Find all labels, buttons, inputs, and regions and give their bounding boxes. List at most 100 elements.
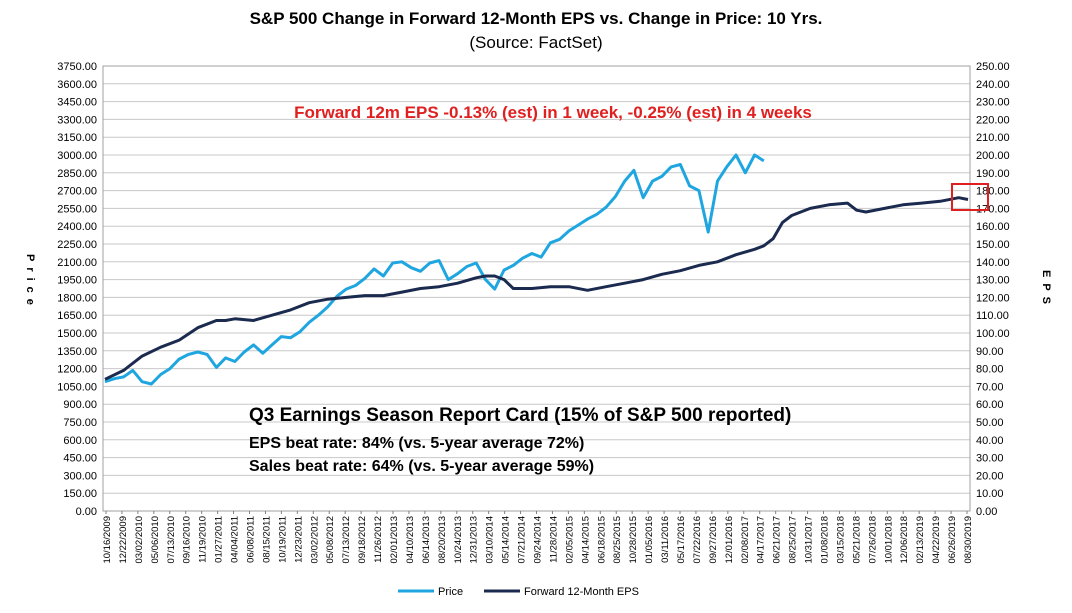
right-tick-label: 230.00 <box>976 97 1010 109</box>
right-tick-label: 80.00 <box>976 364 1004 376</box>
x-tick-label: 12/23/2011 <box>293 516 304 563</box>
left-tick-label: 300.00 <box>63 470 97 482</box>
right-tick-label: 70.00 <box>976 381 1004 393</box>
x-tick-label: 08/30/2019 <box>963 516 974 564</box>
x-tick-label: 07/13/2010 <box>166 516 177 564</box>
x-tick-label: 07/13/2012 <box>341 516 352 564</box>
right-tick-label: 160.00 <box>976 221 1010 233</box>
legend: Price Forward 12-Month EPS <box>398 586 639 598</box>
right-tick-label: 170.00 <box>976 203 1010 215</box>
x-tick-label: 08/15/2011 <box>261 516 272 563</box>
right-tick-label: 120.00 <box>976 292 1010 304</box>
right-tick-label: 60.00 <box>976 399 1004 411</box>
x-tick-label: 03/11/2016 <box>660 516 671 563</box>
right-tick-label: 200.00 <box>976 150 1010 162</box>
x-tick-label: 04/17/2017 <box>756 516 767 564</box>
x-tick-label: 06/21/2017 <box>772 516 783 564</box>
x-tick-label: 01/27/2011 <box>214 516 225 563</box>
legend-price-label: Price <box>438 586 463 598</box>
x-tick-label: 04/14/2015 <box>580 516 591 564</box>
x-tick-label: 10/16/2009 <box>102 516 113 564</box>
right-tick-label: 140.00 <box>976 257 1010 269</box>
x-tick-label: 01/08/2018 <box>820 516 831 564</box>
chart-subtitle: (Source: FactSet) <box>469 33 602 52</box>
x-tick-label: 02/13/2019 <box>915 516 926 564</box>
left-tick-label: 1650.00 <box>57 310 97 322</box>
right-tick-label: 190.00 <box>976 168 1010 180</box>
left-tick-label: 0.00 <box>76 506 97 518</box>
left-tick-label: 1800.00 <box>57 292 97 304</box>
x-tick-label: 06/18/2015 <box>596 516 607 564</box>
x-tick-label: 09/18/2012 <box>357 516 368 564</box>
x-tick-label: 04/04/2011 <box>230 516 241 563</box>
left-tick-label: 3150.00 <box>57 132 97 144</box>
x-tick-label: 10/01/2018 <box>883 516 894 564</box>
x-tick-label: 04/22/2019 <box>931 516 942 564</box>
left-tick-label: 150.00 <box>63 488 97 500</box>
left-tick-label: 1200.00 <box>57 364 97 376</box>
x-tick-label: 07/21/2014 <box>517 516 528 564</box>
x-axis-ticks: 10/16/2009 12/22/2009 03/02/2010 05/06/2010… <box>102 511 974 564</box>
right-tick-label: 90.00 <box>976 346 1004 358</box>
x-tick-label: 09/27/2016 <box>708 516 719 564</box>
x-tick-label: 10/28/2015 <box>628 516 639 564</box>
x-tick-label: 03/10/2014 <box>485 516 496 564</box>
x-tick-label: 12/01/2016 <box>724 516 735 564</box>
x-tick-label: 02/08/2017 <box>740 516 751 564</box>
left-tick-label: 1350.00 <box>57 346 97 358</box>
left-tick-label: 450.00 <box>63 453 97 465</box>
eps-annotation: Forward 12m EPS -0.13% (est) in 1 week, … <box>294 103 812 122</box>
x-tick-label: 11/19/2010 <box>198 516 209 563</box>
x-tick-label: 05/21/2018 <box>851 516 862 564</box>
eps-series-line <box>104 196 969 381</box>
x-tick-label: 05/17/2016 <box>676 516 687 564</box>
x-tick-label: 06/08/2011 <box>246 516 257 563</box>
right-tick-label: 220.00 <box>976 114 1010 126</box>
right-tick-label: 130.00 <box>976 275 1010 287</box>
x-tick-label: 06/14/2013 <box>421 516 432 564</box>
x-tick-label: 04/10/2013 <box>405 516 416 564</box>
left-tick-label: 3300.00 <box>57 114 97 126</box>
left-tick-label: 2100.00 <box>57 257 97 269</box>
x-tick-label: 11/28/2014 <box>548 516 559 563</box>
x-tick-label: 01/05/2016 <box>644 516 655 564</box>
x-tick-label: 05/06/2010 <box>150 516 161 564</box>
left-axis-ticks: 3750.00 3600.00 3450.00 3300.00 3150.00 3000.… <box>57 61 97 518</box>
right-tick-label: 100.00 <box>976 328 1010 340</box>
x-tick-label: 12/06/2018 <box>899 516 910 564</box>
left-tick-label: 1950.00 <box>57 275 97 287</box>
x-tick-label: 09/16/2010 <box>182 516 193 564</box>
series-layer <box>104 153 969 386</box>
price-series-line <box>104 153 765 386</box>
x-tick-label: 03/02/2010 <box>134 516 145 564</box>
x-tick-label: 10/19/2011 <box>277 516 288 563</box>
x-tick-label: 10/24/2013 <box>453 516 464 564</box>
report-card-sales: Sales beat rate: 64% (vs. 5-year average… <box>249 458 594 475</box>
right-tick-label: 240.00 <box>976 79 1010 91</box>
grid <box>102 65 971 512</box>
right-tick-label: 10.00 <box>976 488 1004 500</box>
left-tick-label: 1500.00 <box>57 328 97 340</box>
left-tick-label: 3000.00 <box>57 150 97 162</box>
left-tick-label: 2550.00 <box>57 203 97 215</box>
left-tick-label: 2400.00 <box>57 221 97 233</box>
right-tick-label: 50.00 <box>976 417 1004 429</box>
x-tick-label: 10/31/2017 <box>804 516 815 564</box>
x-tick-label: 08/20/2013 <box>437 516 448 564</box>
right-tick-label: 0.00 <box>976 506 997 518</box>
left-tick-label: 900.00 <box>63 399 97 411</box>
eps-highlight-box <box>951 183 989 211</box>
report-card-title: Q3 Earnings Season Report Card (15% of S… <box>249 405 791 426</box>
report-card-eps: EPS beat rate: 84% (vs. 5-year average 7… <box>249 435 584 452</box>
x-tick-label: 02/01/2013 <box>389 516 400 564</box>
left-tick-label: 600.00 <box>63 435 97 447</box>
x-tick-label: 02/05/2015 <box>564 516 575 564</box>
x-tick-label: 08/25/2015 <box>612 516 623 564</box>
right-tick-label: 180.00 <box>976 186 1010 198</box>
right-tick-label: 250.00 <box>976 61 1010 73</box>
right-axis-ticks: 250.00 240.00 230.00 220.00 210.00 200.00 190.… <box>976 61 1010 518</box>
left-tick-label: 2250.00 <box>57 239 97 251</box>
x-tick-label: 08/25/2017 <box>788 516 799 564</box>
x-tick-label: 03/15/2018 <box>835 516 846 564</box>
